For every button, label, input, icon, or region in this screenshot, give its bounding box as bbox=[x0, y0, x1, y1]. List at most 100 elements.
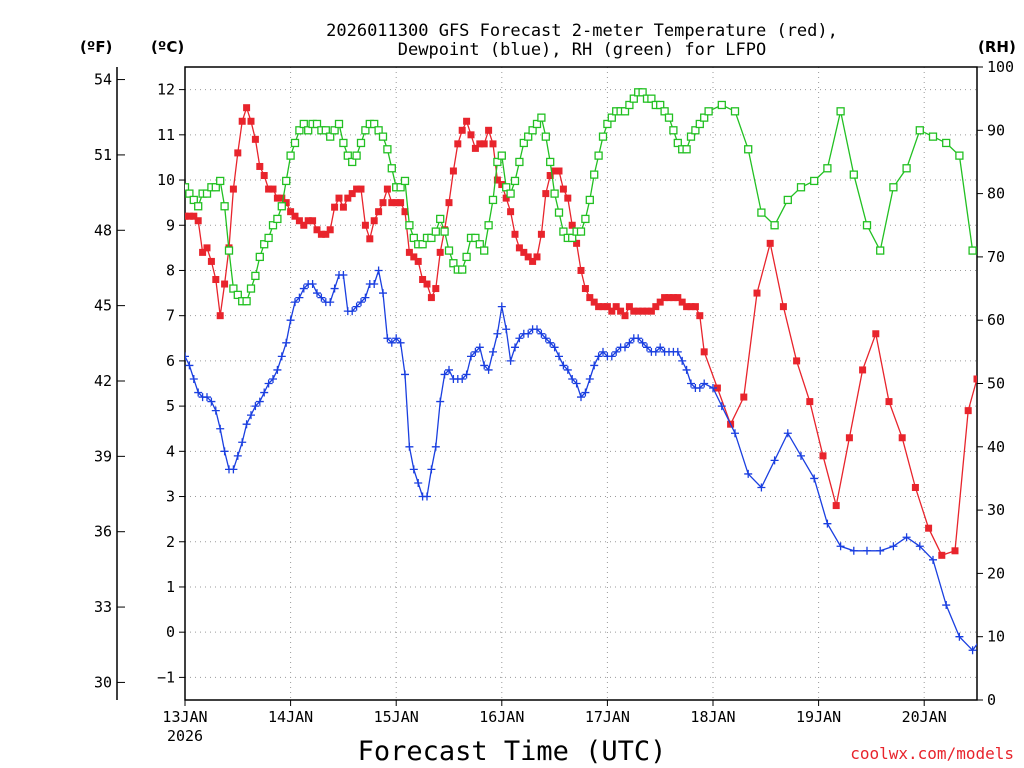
temperature-point bbox=[581, 285, 589, 293]
rh-point bbox=[299, 119, 308, 129]
dewpoint-point bbox=[656, 343, 665, 352]
dewpoint-point bbox=[185, 361, 194, 370]
temperature-point bbox=[463, 117, 471, 125]
dewpoint-point bbox=[836, 542, 845, 551]
rh-point bbox=[334, 119, 344, 129]
temperature-point bbox=[432, 285, 440, 293]
dewpoint-point bbox=[942, 601, 951, 610]
rh-point bbox=[629, 94, 638, 103]
rh-point bbox=[889, 183, 898, 192]
dewpoint-point bbox=[396, 338, 405, 347]
rh-point bbox=[383, 145, 392, 154]
temperature-point bbox=[687, 303, 695, 311]
rh-point bbox=[568, 233, 577, 243]
rh-point bbox=[656, 100, 665, 110]
x-tick-label: 16JAN bbox=[479, 708, 524, 726]
temperature-point bbox=[375, 208, 383, 216]
dewpoint-point bbox=[497, 302, 506, 311]
temperature-point bbox=[348, 190, 356, 198]
rh-point bbox=[251, 271, 260, 281]
rh-point bbox=[189, 195, 198, 205]
dewpoint-point bbox=[823, 519, 832, 528]
rh-point bbox=[673, 138, 682, 148]
x-axis-title: Forecast Time (UTC) bbox=[358, 736, 667, 767]
temperature-point bbox=[700, 348, 708, 356]
rh-point bbox=[268, 221, 278, 230]
temperature-point bbox=[480, 140, 488, 148]
dewpoint-point bbox=[194, 388, 203, 397]
celsius-tick-label: 6 bbox=[166, 352, 175, 370]
temperature-point bbox=[872, 330, 880, 338]
celsius-tick-label: 7 bbox=[166, 307, 175, 325]
temperature-point bbox=[212, 276, 220, 284]
temperature-point bbox=[291, 212, 299, 220]
dewpoint-point bbox=[436, 397, 445, 406]
dewpoint-point bbox=[330, 284, 339, 293]
dewpoint-point bbox=[581, 388, 590, 397]
rh-tick-label: 10 bbox=[987, 628, 1005, 646]
temperature-point bbox=[515, 244, 523, 252]
temperature-point bbox=[546, 172, 554, 180]
dewpoint-point bbox=[409, 465, 418, 474]
rh-tick-label: 80 bbox=[987, 185, 1005, 203]
rh-point bbox=[409, 233, 418, 243]
dewpoint-point bbox=[876, 546, 885, 555]
temperature-point bbox=[216, 312, 224, 320]
dewpoint-point bbox=[220, 447, 229, 456]
dewpoint-point bbox=[313, 289, 321, 298]
rh-point bbox=[660, 107, 669, 116]
rh-point bbox=[484, 221, 493, 230]
temperature-point bbox=[238, 117, 246, 125]
rh-point bbox=[449, 259, 458, 268]
rh-point bbox=[488, 195, 498, 205]
temperature-point bbox=[405, 248, 413, 256]
rh-tick-label: 30 bbox=[987, 501, 1005, 519]
dewpoint-point bbox=[563, 365, 572, 374]
temperature-point bbox=[256, 162, 264, 170]
temperature-point bbox=[229, 185, 237, 193]
dewpoint-point bbox=[744, 469, 753, 478]
rh-point bbox=[194, 202, 203, 211]
temperature-point bbox=[859, 366, 867, 374]
rh-point bbox=[290, 138, 300, 148]
temperature-point bbox=[282, 199, 290, 207]
dewpoint-point bbox=[889, 542, 898, 551]
temperature-point bbox=[234, 149, 242, 157]
dewpoint-point bbox=[326, 298, 335, 307]
temperature-point bbox=[537, 230, 545, 238]
rh-point bbox=[370, 119, 379, 129]
dewpoint-point bbox=[568, 374, 577, 383]
dewpoint-point bbox=[282, 338, 291, 347]
rh-point bbox=[216, 176, 225, 186]
rh-tick-label: 20 bbox=[987, 564, 1005, 582]
rh-point bbox=[277, 202, 286, 211]
temperature-point bbox=[414, 257, 422, 265]
fahrenheit-tick-label: 33 bbox=[94, 598, 112, 616]
rh-point bbox=[928, 132, 938, 141]
dewpoint-point bbox=[634, 334, 643, 343]
celsius-unit-label: (ºC) bbox=[151, 38, 184, 56]
dewpoint-point bbox=[370, 280, 379, 289]
temperature-point bbox=[309, 217, 317, 225]
x-tick-label: 13JAN bbox=[162, 708, 207, 726]
dewpoint-point bbox=[955, 632, 964, 641]
temperature-point bbox=[467, 131, 475, 139]
rh-point bbox=[942, 138, 951, 148]
celsius-tick-label: 5 bbox=[166, 397, 175, 415]
rh-point bbox=[255, 252, 264, 262]
temperature-point bbox=[357, 185, 365, 193]
temperature-point bbox=[951, 547, 959, 555]
temperature-point bbox=[621, 312, 629, 320]
series-rh bbox=[185, 88, 977, 306]
dewpoint-point bbox=[462, 370, 471, 379]
temperature-point bbox=[427, 294, 435, 302]
dewpoint-point bbox=[695, 384, 704, 393]
rh-point bbox=[585, 195, 594, 205]
rh-point bbox=[770, 221, 779, 230]
rh-point bbox=[915, 126, 924, 135]
temperature-point bbox=[445, 199, 453, 207]
rh-point bbox=[458, 265, 467, 274]
rh-point bbox=[502, 183, 511, 192]
rh-point bbox=[876, 246, 885, 255]
dewpoint-point bbox=[797, 451, 805, 460]
